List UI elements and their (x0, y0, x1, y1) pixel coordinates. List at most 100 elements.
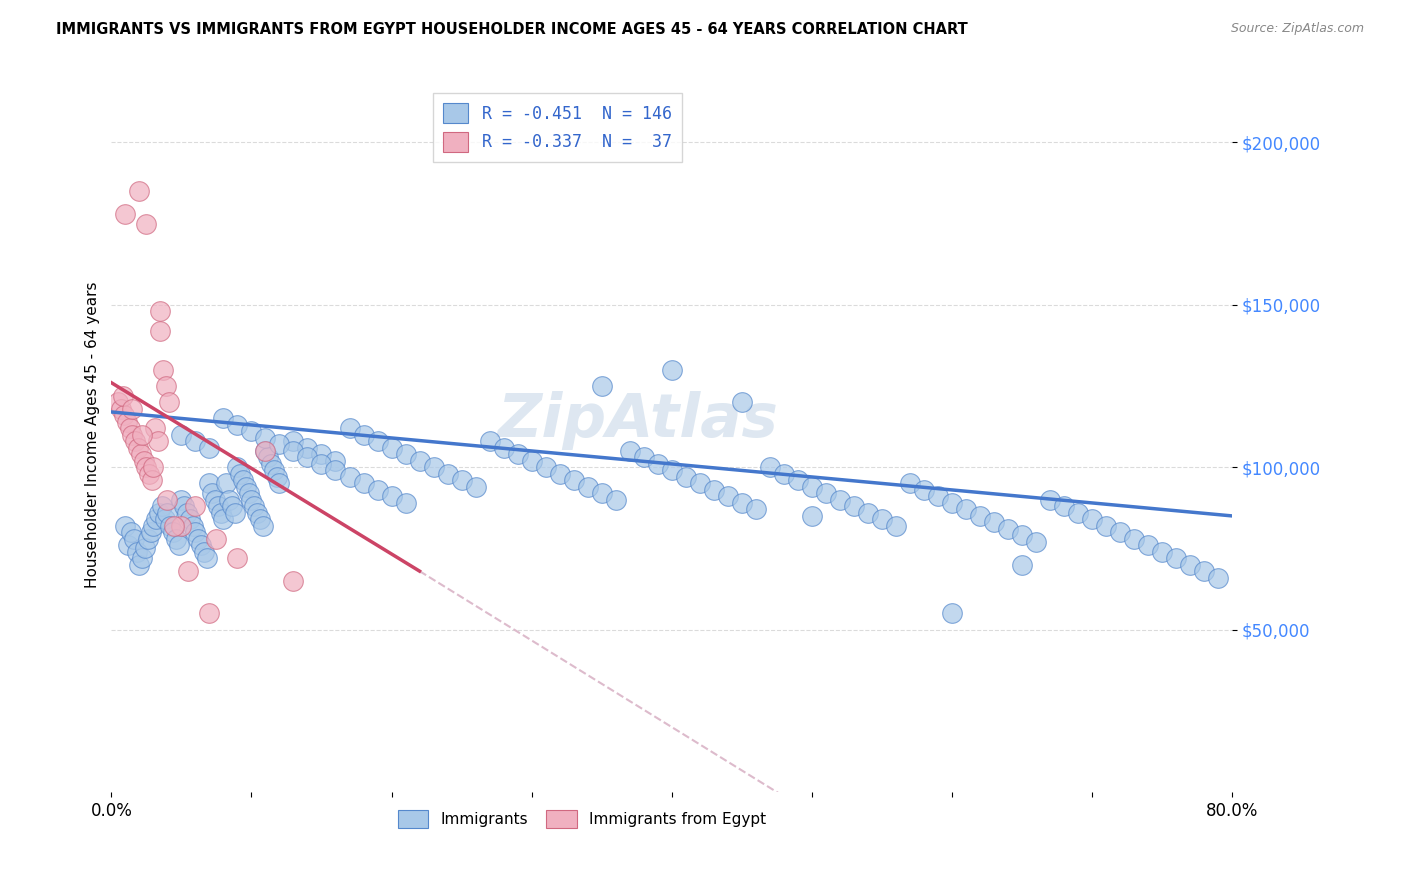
Point (226, 551, 249, 566)
Point (283, 444, 305, 458)
Point (1136, 538, 1159, 552)
Point (814, 486, 837, 500)
Point (112, 408, 135, 422)
Point (142, 518, 165, 533)
Point (122, 532, 145, 546)
Point (941, 496, 963, 510)
Point (1150, 544, 1173, 558)
Point (1178, 558, 1201, 572)
Point (179, 512, 201, 526)
Point (121, 427, 143, 442)
Point (380, 490, 402, 504)
Point (124, 434, 146, 449)
Point (325, 463, 347, 477)
Point (263, 463, 285, 477)
Point (661, 363, 683, 377)
Point (955, 502, 977, 516)
Point (927, 490, 949, 504)
Point (408, 453, 430, 467)
Point (118, 421, 141, 435)
Point (633, 450, 655, 465)
Point (136, 532, 159, 546)
Point (128, 558, 150, 572)
Point (226, 417, 249, 432)
Point (283, 574, 305, 588)
Point (159, 518, 181, 533)
Point (464, 480, 486, 494)
Point (238, 486, 260, 500)
Point (353, 476, 375, 491)
Point (131, 427, 153, 442)
Text: ZipAtlas: ZipAtlas (498, 391, 779, 450)
Point (120, 525, 142, 540)
Point (367, 434, 389, 449)
Point (170, 492, 193, 507)
Point (142, 460, 165, 475)
Point (254, 444, 277, 458)
Point (969, 508, 991, 523)
Point (912, 483, 935, 497)
Point (367, 483, 389, 497)
Point (311, 447, 333, 461)
Point (134, 541, 156, 556)
Point (218, 492, 240, 507)
Point (139, 525, 162, 540)
Point (283, 434, 305, 449)
Point (149, 324, 172, 338)
Point (141, 473, 163, 487)
Point (195, 551, 218, 566)
Point (394, 447, 416, 461)
Point (235, 480, 257, 494)
Point (562, 473, 585, 487)
Point (209, 506, 232, 520)
Point (675, 470, 697, 484)
Point (478, 434, 501, 449)
Point (1011, 558, 1033, 572)
Point (243, 499, 266, 513)
Point (254, 431, 277, 445)
Point (128, 184, 150, 198)
Point (221, 499, 243, 513)
Point (114, 207, 136, 221)
Point (156, 506, 179, 520)
Point (198, 476, 221, 491)
Point (127, 441, 149, 455)
Point (1081, 512, 1104, 526)
Point (353, 427, 375, 442)
Point (170, 518, 193, 533)
Point (548, 467, 571, 481)
Point (129, 447, 152, 461)
Point (983, 516, 1005, 530)
Point (131, 551, 153, 566)
Point (143, 421, 166, 435)
Point (997, 522, 1019, 536)
Point (170, 427, 193, 442)
Point (1025, 534, 1047, 549)
Point (226, 460, 249, 475)
Point (152, 363, 174, 377)
Point (266, 470, 288, 484)
Point (576, 480, 599, 494)
Point (689, 476, 711, 491)
Point (252, 518, 274, 533)
Point (145, 512, 167, 526)
Point (212, 411, 235, 425)
Point (260, 457, 283, 471)
Point (240, 425, 263, 439)
Point (181, 518, 204, 533)
Point (506, 447, 529, 461)
Point (162, 525, 184, 540)
Point (1053, 499, 1076, 513)
Point (394, 496, 416, 510)
Point (190, 538, 212, 552)
Point (800, 480, 823, 494)
Y-axis label: Householder Income Ages 45 - 64 years: Householder Income Ages 45 - 64 years (86, 282, 100, 588)
Text: IMMIGRANTS VS IMMIGRANTS FROM EGYPT HOUSEHOLDER INCOME AGES 45 - 64 YEARS CORREL: IMMIGRANTS VS IMMIGRANTS FROM EGYPT HOUS… (56, 22, 967, 37)
Point (380, 441, 402, 455)
Text: Source: ZipAtlas.com: Source: ZipAtlas.com (1230, 22, 1364, 36)
Point (198, 441, 221, 455)
Point (215, 476, 238, 491)
Point (730, 496, 752, 510)
Point (121, 401, 143, 416)
Point (744, 502, 766, 516)
